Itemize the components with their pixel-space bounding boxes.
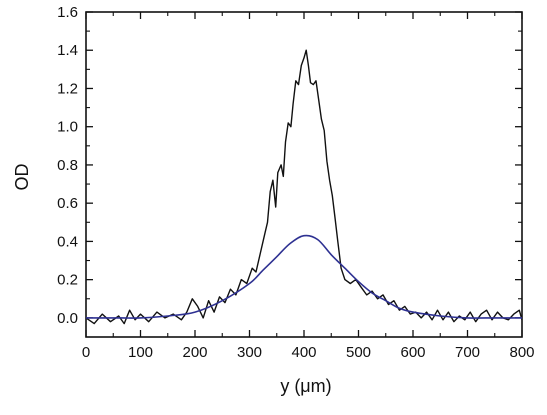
- fit-curve-line: [86, 234, 522, 319]
- y-tick-label: 0.0: [57, 310, 78, 327]
- y-axis-label: OD: [12, 163, 32, 190]
- x-tick-label: 200: [182, 344, 207, 361]
- measured-od-line: [85, 49, 523, 325]
- plot-frame: [85, 11, 523, 338]
- x-tick-label: 500: [346, 344, 371, 361]
- y-tick-label: 1.2: [57, 80, 78, 97]
- y-tick-label: 1.4: [57, 42, 78, 59]
- y-tick-label: 0.6: [57, 195, 78, 212]
- y-tick-label: 0.8: [57, 157, 78, 174]
- x-tick-label: 800: [509, 344, 534, 361]
- x-tick-label: 300: [237, 344, 262, 361]
- x-tick-label: 100: [128, 344, 153, 361]
- y-tick-label: 0.4: [57, 233, 78, 250]
- x-tick-label: 0: [82, 344, 90, 361]
- series-layer: [85, 49, 523, 325]
- x-axis-label: y (μm): [280, 376, 331, 396]
- x-tick-label: 600: [400, 344, 425, 361]
- x-tick-label: 700: [455, 344, 480, 361]
- x-tick-label: 400: [291, 344, 316, 361]
- y-tick-label: 1.6: [57, 4, 78, 21]
- y-tick-label: 1.0: [57, 119, 78, 136]
- x-axis-ticks: 0 100 200 300 400 500 600 700 800: [82, 12, 535, 361]
- y-axis-ticks: 0.0 0.2 0.4 0.6 0.8 1.0 1.2 1.4 1.6: [57, 4, 522, 327]
- y-tick-label: 0.2: [57, 272, 78, 289]
